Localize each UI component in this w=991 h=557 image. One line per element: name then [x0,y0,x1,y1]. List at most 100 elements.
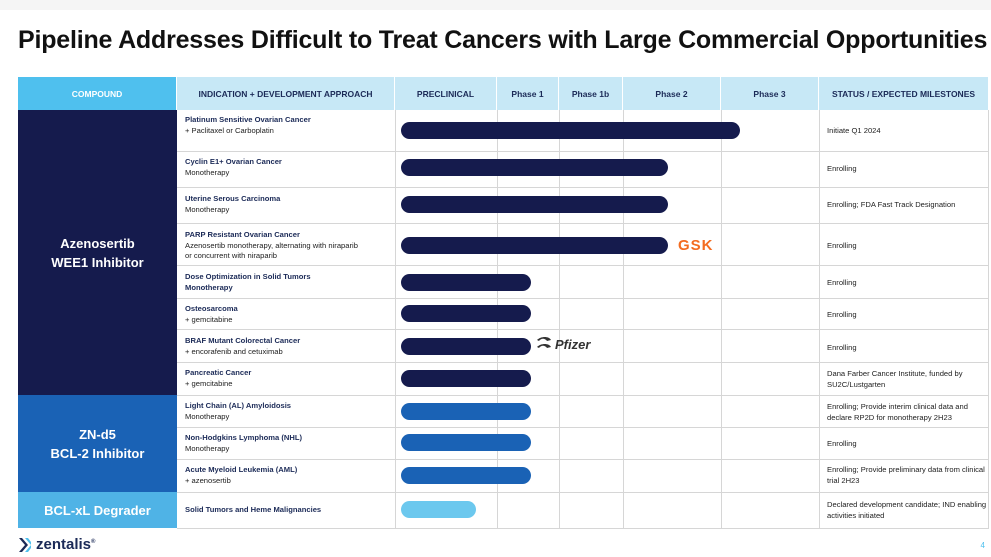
progress-bar [401,501,476,518]
row-divider [177,427,989,428]
indication-approach: Monotherapy [185,204,230,214]
indication-approach: + azenosertib [185,475,231,485]
indication-approach: Azenosertib monotherapy, alternating wit… [185,240,358,250]
grid-line [623,110,624,528]
progress-bar [401,196,668,213]
indication-approach-cont: or concurrent with niraparib [185,251,278,260]
gsk-logo: GSK [678,237,714,254]
progress-bar [401,370,531,387]
indication-cell: Acute Myeloid Leukemia (AML) + azenosert… [185,465,395,486]
header-status: STATUS / EXPECTED MILESTONES [819,77,989,110]
grid-line [721,110,722,528]
compound-class: WEE1 Inhibitor [51,254,144,270]
status-text: Declared development candidate; IND enab… [827,500,987,520]
status-text: Enrolling [827,439,857,448]
progress-bar [401,434,531,451]
indication-cell: Solid Tumors and Heme Malignancies [185,505,395,516]
progress-bar [401,305,531,322]
indication-name: Uterine Serous Carcinoma [185,194,281,203]
indication-approach: + gemcitabine [185,314,233,324]
row-divider [177,187,989,188]
compound-bcl-xl-degrader: BCL-xL Degrader [18,492,177,528]
indication-cell: Dose Optimization in Solid Tumors Monoth… [185,272,395,293]
progress-bar [401,274,531,291]
page-number: 4 [980,541,985,550]
status-text: Enrolling [827,310,857,319]
row-divider [177,492,989,493]
indication-name: Non-Hodgkins Lymphoma (NHL) [185,433,302,442]
row-divider [177,329,989,330]
status-text: Enrolling [827,278,857,287]
indication-name: PARP Resistant Ovarian Cancer [185,230,300,239]
indication-name: Dose Optimization in Solid Tumors [185,272,311,281]
indication-cell: Platinum Sensitive Ovarian Cancer + Pacl… [185,115,395,136]
top-strip [0,0,991,10]
compound-name: BCL-xL Degrader [44,502,151,518]
status-text: Initiate Q1 2024 [827,126,881,135]
header-phase1b: Phase 1b [559,77,623,110]
row-divider [177,362,989,363]
row-divider [177,151,989,152]
status-text: Enrolling; Provide preliminary data from… [827,465,985,485]
indication-cell: Cyclin E1+ Ovarian Cancer Monotherapy [185,157,395,178]
row-divider [177,459,989,460]
indication-cell: Osteosarcoma + gemcitabine [185,304,395,325]
indication-cell: Non-Hodgkins Lymphoma (NHL) Monotherapy [185,433,395,454]
row-divider [177,223,989,224]
progress-bar [401,122,740,139]
indication-approach: Monotherapy [185,411,230,421]
compound-name: Azenosertib [60,235,135,251]
indication-name: Light Chain (AL) Amyloidosis [185,401,292,410]
indication-approach: Monotherapy [185,167,230,177]
grid-line [819,110,820,528]
logo-text: zentalis [36,536,92,553]
indication-approach: Monotherapy [185,282,233,292]
status-text: Enrolling [827,241,857,250]
progress-bar [401,338,531,355]
grid-line [988,110,989,528]
header-phase1: Phase 1 [497,77,559,110]
grid-line [395,110,396,528]
header-compound: COMPOUND [18,77,177,110]
header-phase3: Phase 3 [721,77,819,110]
indication-name: Pancreatic Cancer [185,368,252,377]
row-divider [177,298,989,299]
indication-name: Platinum Sensitive Ovarian Cancer [185,115,311,124]
header-phase2: Phase 2 [623,77,721,110]
progress-bar [401,237,668,254]
progress-bar [401,403,531,420]
indication-cell: BRAF Mutant Colorectal Cancer + encorafe… [185,336,395,357]
compound-name: ZN-d5 [79,426,116,442]
status-text: Dana Farber Cancer Institute, funded by … [827,369,963,389]
status-text: Enrolling [827,164,857,173]
indication-approach: + encorafenib and cetuximab [185,346,283,356]
registered-mark: ® [91,539,96,545]
compound-class: BCL-2 Inhibitor [50,445,145,461]
indication-approach: + Paclitaxel or Carboplatin [185,125,274,135]
zentalis-logo: zentalis® [18,536,95,553]
progress-bar [401,159,668,176]
status-text: Enrolling; Provide interim clinical data… [827,402,968,422]
pfizer-swoosh-icon [537,337,551,348]
indication-cell: Pancreatic Cancer + gemcitabine [185,368,395,389]
zentalis-mark-icon [19,537,31,552]
compound-azenosertib: Azenosertib WEE1 Inhibitor [18,110,177,395]
indication-approach: + gemcitabine [185,378,233,388]
status-text: Enrolling; FDA Fast Track Designation [827,200,956,209]
indication-name: Acute Myeloid Leukemia (AML) [185,465,298,474]
indication-name: Solid Tumors and Heme Malignancies [185,505,322,514]
pfizer-wordmark: Pfizer [555,336,591,352]
compound-zn-d5: ZN-d5 BCL-2 Inhibitor [18,395,177,492]
progress-bar [401,467,531,484]
status-text: Enrolling [827,343,857,352]
header-indication: INDICATION + DEVELOPMENT APPROACH [177,77,395,110]
row-divider [177,528,989,529]
indication-name: Osteosarcoma [185,304,238,313]
indication-approach: Monotherapy [185,443,230,453]
header-preclinical: PRECLINICAL [395,77,497,110]
row-divider [177,395,989,396]
indication-name: BRAF Mutant Colorectal Cancer [185,336,301,345]
indication-cell: Uterine Serous Carcinoma Monotherapy [185,194,395,215]
row-divider [177,265,989,266]
zentalis-wordmark: zentalis® [36,536,95,553]
